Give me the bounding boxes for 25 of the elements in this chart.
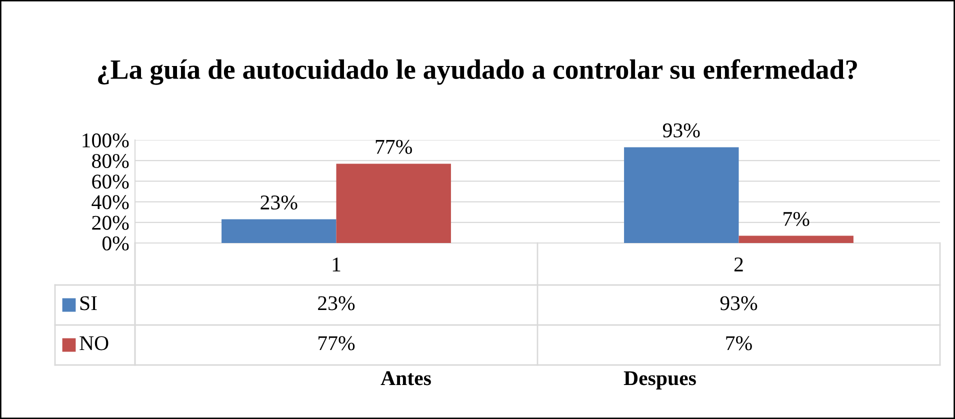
- data-label: 77%: [318, 336, 355, 350]
- data-label: 93%: [720, 296, 758, 310]
- y-tick-label: 60%: [92, 174, 129, 189]
- bar: [624, 147, 739, 243]
- bar: [336, 164, 451, 243]
- bar: [738, 236, 854, 243]
- data-label: 7%: [726, 336, 752, 350]
- legend-label: NO: [80, 336, 108, 350]
- x-tick-label: 2: [734, 258, 743, 272]
- text: 93%: [662, 123, 700, 138]
- y-tick-label: 100%: [82, 133, 129, 148]
- text: 23%: [260, 195, 298, 210]
- x-tick-label: 1: [332, 258, 340, 272]
- text: Antes: [380, 371, 431, 386]
- bar: [222, 219, 336, 243]
- legend-label: SI: [80, 296, 97, 310]
- chart-title: ¿La guía de autocuidado le ayudado a controlar su enfermedad?: [98, 59, 857, 85]
- y-tick-label: 40%: [92, 195, 129, 210]
- data-label: 23%: [318, 296, 355, 310]
- text: 77%: [376, 140, 412, 154]
- y-tick-label: 0%: [102, 236, 129, 250]
- y-tick-label: 20%: [92, 216, 129, 230]
- y-tick-label: 80%: [92, 154, 129, 168]
- text: Despues: [624, 371, 696, 390]
- text: 7%: [784, 212, 810, 226]
